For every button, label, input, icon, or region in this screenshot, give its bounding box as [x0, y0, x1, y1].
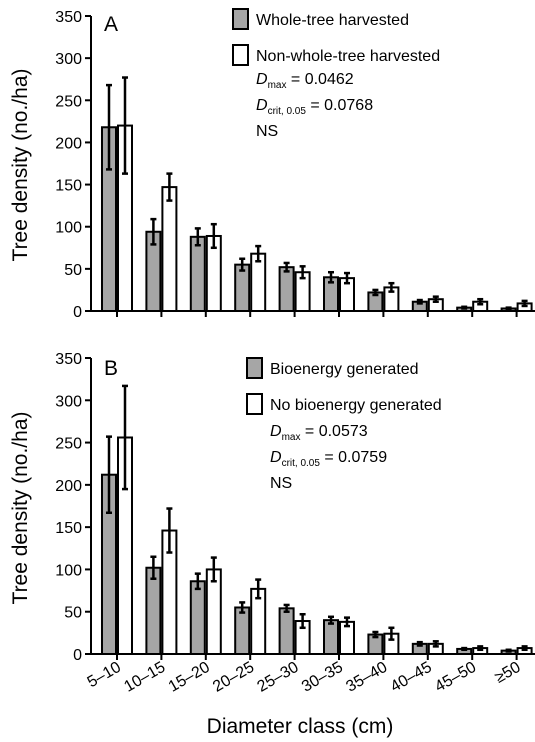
panel-b-dcrit-symbol: D	[270, 449, 282, 466]
panel-a-y-tick-label: 100	[55, 220, 82, 237]
panel-b-y-tick-label: 200	[55, 478, 82, 495]
panel-a-bar-series-1	[278, 266, 295, 312]
panel-b-legend-swatch-no-bioenergy	[246, 393, 263, 415]
panel-b-y-axis-title: Tree density (no./ha)	[9, 412, 32, 605]
x-axis-title: Diameter class (cm)	[207, 715, 394, 738]
panel-a-bar-series-2	[161, 186, 178, 313]
panel-a-legend-swatch-whole-tree	[232, 8, 249, 30]
panel-a-statistics: Dmax = 0.0462 Dcrit, 0.05 = 0.0768 NS	[256, 71, 373, 140]
panel-b-dmax-symbol: D	[270, 423, 282, 440]
panel-b: B Tree density (no./ha) 0 50 100 150 200 250 3…	[9, 351, 535, 664]
panel-b-legend-label-no-bioenergy: No bioenergy generated	[270, 397, 442, 414]
panel-a-y-tick-label: 0	[73, 304, 82, 321]
x-tick-label: 15–20	[166, 659, 213, 696]
panel-b-significance: NS	[270, 475, 292, 492]
panel-a-dmax-value: = 0.0462	[286, 71, 353, 88]
x-tick-label: 25–30	[255, 659, 302, 696]
panel-b-dcrit-value: = 0.0759	[320, 449, 387, 466]
x-tick-label: 5–10	[85, 659, 124, 692]
panel-b-statistics: Dmax = 0.0573 Dcrit, 0.05 = 0.0759 NS	[270, 423, 387, 492]
panel-b-y-tick-label: 50	[64, 605, 82, 622]
panel-b-dmax-text: Dmax = 0.0573	[270, 423, 368, 443]
panel-b-dcrit-text: Dcrit, 0.05 = 0.0759	[270, 449, 387, 469]
panel-a-label: A	[104, 13, 118, 36]
panel-b-y-tick-label: 300	[55, 393, 82, 410]
panel-a-dcrit-symbol: D	[256, 97, 268, 114]
panel-a-dmax-text: Dmax = 0.0462	[256, 71, 354, 91]
panel-b-legend-swatch-bioenergy	[246, 357, 263, 379]
panel-b-dmax-value: = 0.0573	[300, 423, 367, 440]
panel-b-dmax-subscript: max	[282, 432, 301, 443]
panel-b-bar-series-1	[189, 580, 206, 655]
panel-b-bar-series-1	[323, 619, 339, 656]
panel-a-y-tick-label: 50	[64, 262, 82, 279]
panel-a-dmax-subscript: max	[268, 80, 287, 91]
panel-a-dmax-symbol: D	[256, 71, 268, 88]
x-axis-tick-labels: 5–1010–1515–2020–2525–3030–3535–4040–454…	[85, 659, 524, 696]
x-tick-label: 30–35	[299, 659, 346, 696]
panel-a-bars	[101, 76, 533, 313]
panel-a-dcrit-text: Dcrit, 0.05 = 0.0768	[256, 97, 373, 117]
panel-a: A Tree density (no./ha) 0 50 100 150 200 250 3…	[9, 8, 535, 321]
panel-a-y-tick-label: 250	[55, 93, 82, 110]
panel-b-y-tick-label: 250	[55, 436, 82, 453]
panel-a-y-axis-title: Tree density (no./ha)	[9, 69, 32, 262]
panel-a-bar-series-1	[189, 235, 206, 312]
panel-b-legend: Bioenergy generated No bioenergy generat…	[246, 357, 442, 415]
panel-b-y-tick-label: 0	[73, 647, 82, 664]
panel-a-y-tick-label: 150	[55, 178, 82, 195]
panel-b-y-tick-label: 350	[55, 351, 82, 368]
panel-a-dcrit-value: = 0.0768	[306, 97, 373, 114]
panel-b-dcrit-subscript: crit, 0.05	[282, 458, 321, 469]
panel-a-y-tick-label: 200	[55, 135, 82, 152]
panel-b-bar-series-1	[234, 606, 251, 656]
panel-b-legend-label-bioenergy: Bioenergy generated	[270, 361, 419, 378]
panel-b-bars	[101, 384, 533, 656]
panel-a-y-tick-label: 300	[55, 51, 82, 68]
panel-a-dcrit-subscript: crit, 0.05	[268, 106, 307, 117]
panel-b-bar-series-1	[145, 566, 162, 655]
x-tick-label: 20–25	[210, 659, 257, 696]
panel-b-y-tick-label: 150	[55, 520, 82, 537]
panel-b-bar-series-1	[278, 607, 295, 655]
x-tick-label: 40–45	[388, 659, 435, 696]
panel-b-label: B	[104, 357, 118, 380]
panel-a-legend-swatch-non-whole-tree	[232, 44, 249, 66]
x-tick-label: ≥50	[492, 659, 524, 687]
panel-b-y-tick-label: 100	[55, 562, 82, 579]
x-tick-label: 35–40	[343, 659, 390, 696]
x-tick-label: 10–15	[121, 659, 168, 696]
panel-a-legend: Whole-tree harvested Non-whole-tree harv…	[232, 8, 440, 66]
panel-a-y-tick-label: 350	[55, 9, 82, 26]
panel-a-significance: NS	[256, 123, 278, 140]
panel-a-legend-label-whole-tree: Whole-tree harvested	[256, 12, 409, 29]
panel-a-legend-label-non-whole-tree: Non-whole-tree harvested	[256, 48, 440, 65]
x-tick-label: 45–50	[432, 659, 479, 696]
